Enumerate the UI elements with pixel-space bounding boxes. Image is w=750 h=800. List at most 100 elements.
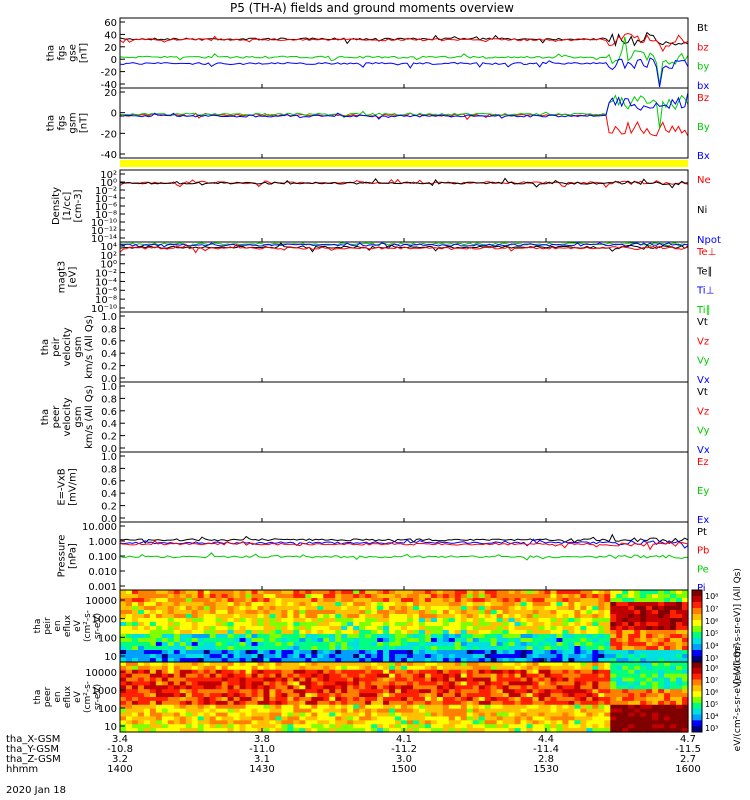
spec-cell: [544, 638, 552, 643]
spec-cell: [418, 662, 426, 667]
spec-cell: [406, 658, 414, 663]
spec-cell: [347, 720, 354, 725]
spec-cell: [323, 685, 330, 690]
spec-cell: [173, 598, 181, 603]
spec-cell: [586, 602, 593, 607]
spec-cell: [227, 704, 235, 710]
spec-cell: [670, 638, 677, 643]
spec-cell: [377, 606, 384, 611]
spec-cell: [383, 618, 390, 623]
spec-cell: [616, 712, 623, 718]
spec-cell: [221, 673, 229, 679]
spec-cell: [424, 590, 432, 595]
spec-cell: [514, 704, 522, 710]
spec-cell: [287, 677, 294, 683]
spec-cell: [293, 720, 300, 725]
spec-cell: [436, 677, 444, 683]
spec-cell: [227, 724, 235, 729]
spec-cell: [329, 720, 336, 725]
spec-cell: [598, 677, 605, 683]
spec-cell: [496, 590, 504, 595]
spec-cell: [586, 654, 593, 659]
spec-cell: [233, 610, 241, 615]
panel-frame: [119, 381, 689, 453]
spec-cell: [460, 598, 468, 603]
spec-cell: [161, 720, 169, 725]
spec-cell: [377, 716, 384, 721]
spec-cell: [251, 590, 259, 595]
spec-cell: [484, 650, 492, 655]
spec-cell: [676, 697, 683, 702]
spec-cell: [604, 720, 611, 725]
spec-cell: [634, 685, 641, 690]
spec-cell: [406, 697, 414, 702]
spec-cell: [239, 712, 247, 718]
spec-cell: [257, 693, 265, 698]
spec-cell: [359, 677, 366, 683]
spec-cell: [383, 626, 390, 631]
spec-cell: [664, 708, 671, 714]
spec-cell: [580, 716, 587, 721]
spec-cell: [131, 614, 139, 619]
spec-cell: [526, 685, 534, 690]
spec-cell: [652, 665, 659, 671]
spec-cell: [610, 630, 617, 635]
spec-cell: [365, 658, 372, 663]
spec-cell: [412, 665, 420, 671]
spec-cell: [245, 697, 253, 702]
spec-cell: [670, 654, 677, 659]
spec-cell: [424, 720, 432, 725]
spec-cell: [658, 724, 665, 729]
spec-cell: [341, 681, 348, 686]
spec-cell: [466, 618, 474, 623]
spec-cell: [526, 665, 534, 671]
spec-cell: [239, 622, 247, 627]
spec-cell: [275, 685, 283, 690]
spec-cell: [604, 626, 611, 631]
spec-cell: [311, 658, 318, 663]
spec-cell: [203, 650, 211, 655]
spec-cell: [424, 654, 432, 659]
spec-cell: [526, 700, 534, 706]
y-tick-label: 100: [98, 704, 117, 715]
spec-cell: [526, 712, 534, 718]
spec-cell: [478, 704, 486, 710]
spec-cell: [317, 658, 324, 663]
spec-cell: [538, 697, 546, 702]
spec-cell: [466, 720, 474, 725]
spec-cell: [478, 728, 486, 733]
spec-cell: [353, 638, 360, 643]
spec-cell: [143, 716, 151, 721]
spec-cell: [149, 720, 157, 725]
spec-cell: [191, 669, 199, 675]
spec-cell: [293, 662, 300, 667]
spec-cell: [341, 650, 348, 655]
y-tick-label: 20: [104, 43, 117, 54]
spec-cell: [568, 594, 575, 599]
spec-cell: [323, 610, 330, 615]
spec-cell: [466, 590, 474, 595]
spec-cell: [161, 634, 169, 639]
spec-cell: [676, 685, 683, 690]
spec-cell: [245, 700, 253, 706]
spec-cell: [658, 662, 665, 667]
spec-cell: [682, 693, 689, 698]
spec-cell: [299, 700, 306, 706]
spec-cell: [580, 728, 587, 733]
spec-cell: [293, 654, 300, 659]
spec-cell: [167, 685, 175, 690]
spec-cell: [622, 614, 629, 619]
spec-cell: [167, 598, 175, 603]
spec-cell: [197, 681, 205, 686]
spec-cell: [233, 689, 241, 694]
spec-cell: [149, 594, 157, 599]
spec-cell: [383, 590, 390, 595]
spec-cell: [179, 697, 187, 702]
legend-Ne: Ne: [697, 175, 711, 186]
spec-cell: [287, 716, 294, 721]
spec-cell: [227, 728, 235, 733]
spec-cell: [185, 590, 193, 595]
spec-cell: [311, 618, 318, 623]
spec-cell: [502, 646, 510, 651]
spec-cell: [568, 728, 575, 733]
